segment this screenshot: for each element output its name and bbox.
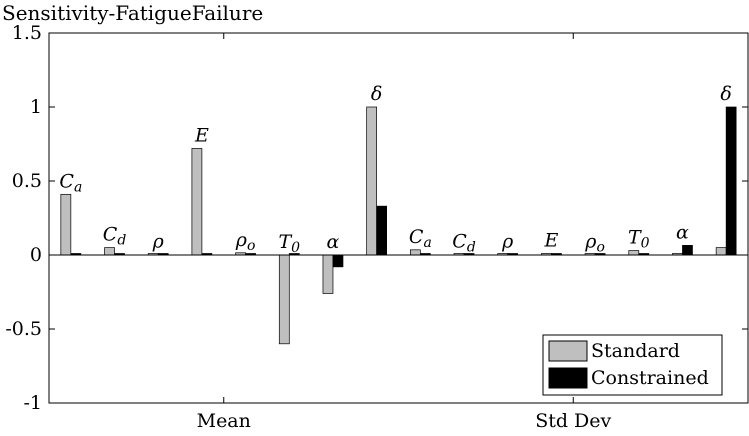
bar-standard-3 (191, 148, 203, 256)
param-label-6: α (327, 231, 340, 253)
plot-frame (48, 32, 749, 404)
y-tick-label-5: -1 (23, 392, 42, 414)
param-label-4: ρo (235, 229, 256, 254)
bar-constrained-14 (682, 245, 693, 256)
param-label-14: α (676, 221, 689, 243)
param-label-15: δ (720, 83, 731, 105)
bar-standard-6 (322, 254, 334, 294)
y-tick-label-3: 0 (30, 244, 42, 266)
bar-standard-5 (278, 254, 290, 345)
param-label-13: T0 (628, 227, 650, 252)
param-label-0: Ca (59, 170, 82, 195)
axes-layer: 1.5 1 0.5 0 -0.5 -1 Mean Std Dev (5, 22, 748, 432)
bars-layer (60, 106, 737, 345)
bar-standard-1 (104, 247, 115, 256)
legend: Standard Constrained (542, 334, 723, 396)
bar-standard-0 (60, 193, 72, 256)
chart-title: Sensitivity-FatigueFailure (2, 1, 263, 25)
legend-label-constrained: Constrained (591, 367, 709, 389)
legend-label-standard: Standard (591, 340, 680, 362)
param-label-2: ρ (152, 230, 165, 252)
y-tick-label-2: 0.5 (12, 170, 42, 192)
x-group-label-1: Std Dev (535, 410, 611, 431)
y-tick-label-1: 1 (30, 96, 42, 118)
param-label-1: Cd (103, 224, 127, 249)
bar-standard-15 (715, 247, 727, 256)
legend-swatch-standard (548, 340, 588, 362)
param-label-8: Ca (409, 226, 432, 251)
param-label-10: ρ (501, 230, 514, 252)
bar-constrained-15 (725, 106, 737, 256)
y-tick-label-0: 1.5 (12, 22, 42, 44)
bar-constrained-6 (332, 254, 344, 268)
legend-swatch-constrained (548, 367, 588, 389)
bar-standard-13 (628, 250, 640, 256)
param-label-5: T0 (278, 231, 300, 256)
param-label-12: ρo (584, 230, 605, 255)
param-label-9: Cd (452, 230, 476, 255)
bar-constrained-7 (376, 205, 388, 256)
bar-standard-7 (366, 106, 378, 256)
param-label-3: E (194, 124, 209, 146)
param-label-11: E (543, 230, 558, 252)
x-group-label-0: Mean (197, 410, 251, 431)
param-label-7: δ (371, 83, 382, 105)
y-tick-label-4: -0.5 (5, 318, 42, 340)
bar-standard-8 (409, 249, 421, 256)
